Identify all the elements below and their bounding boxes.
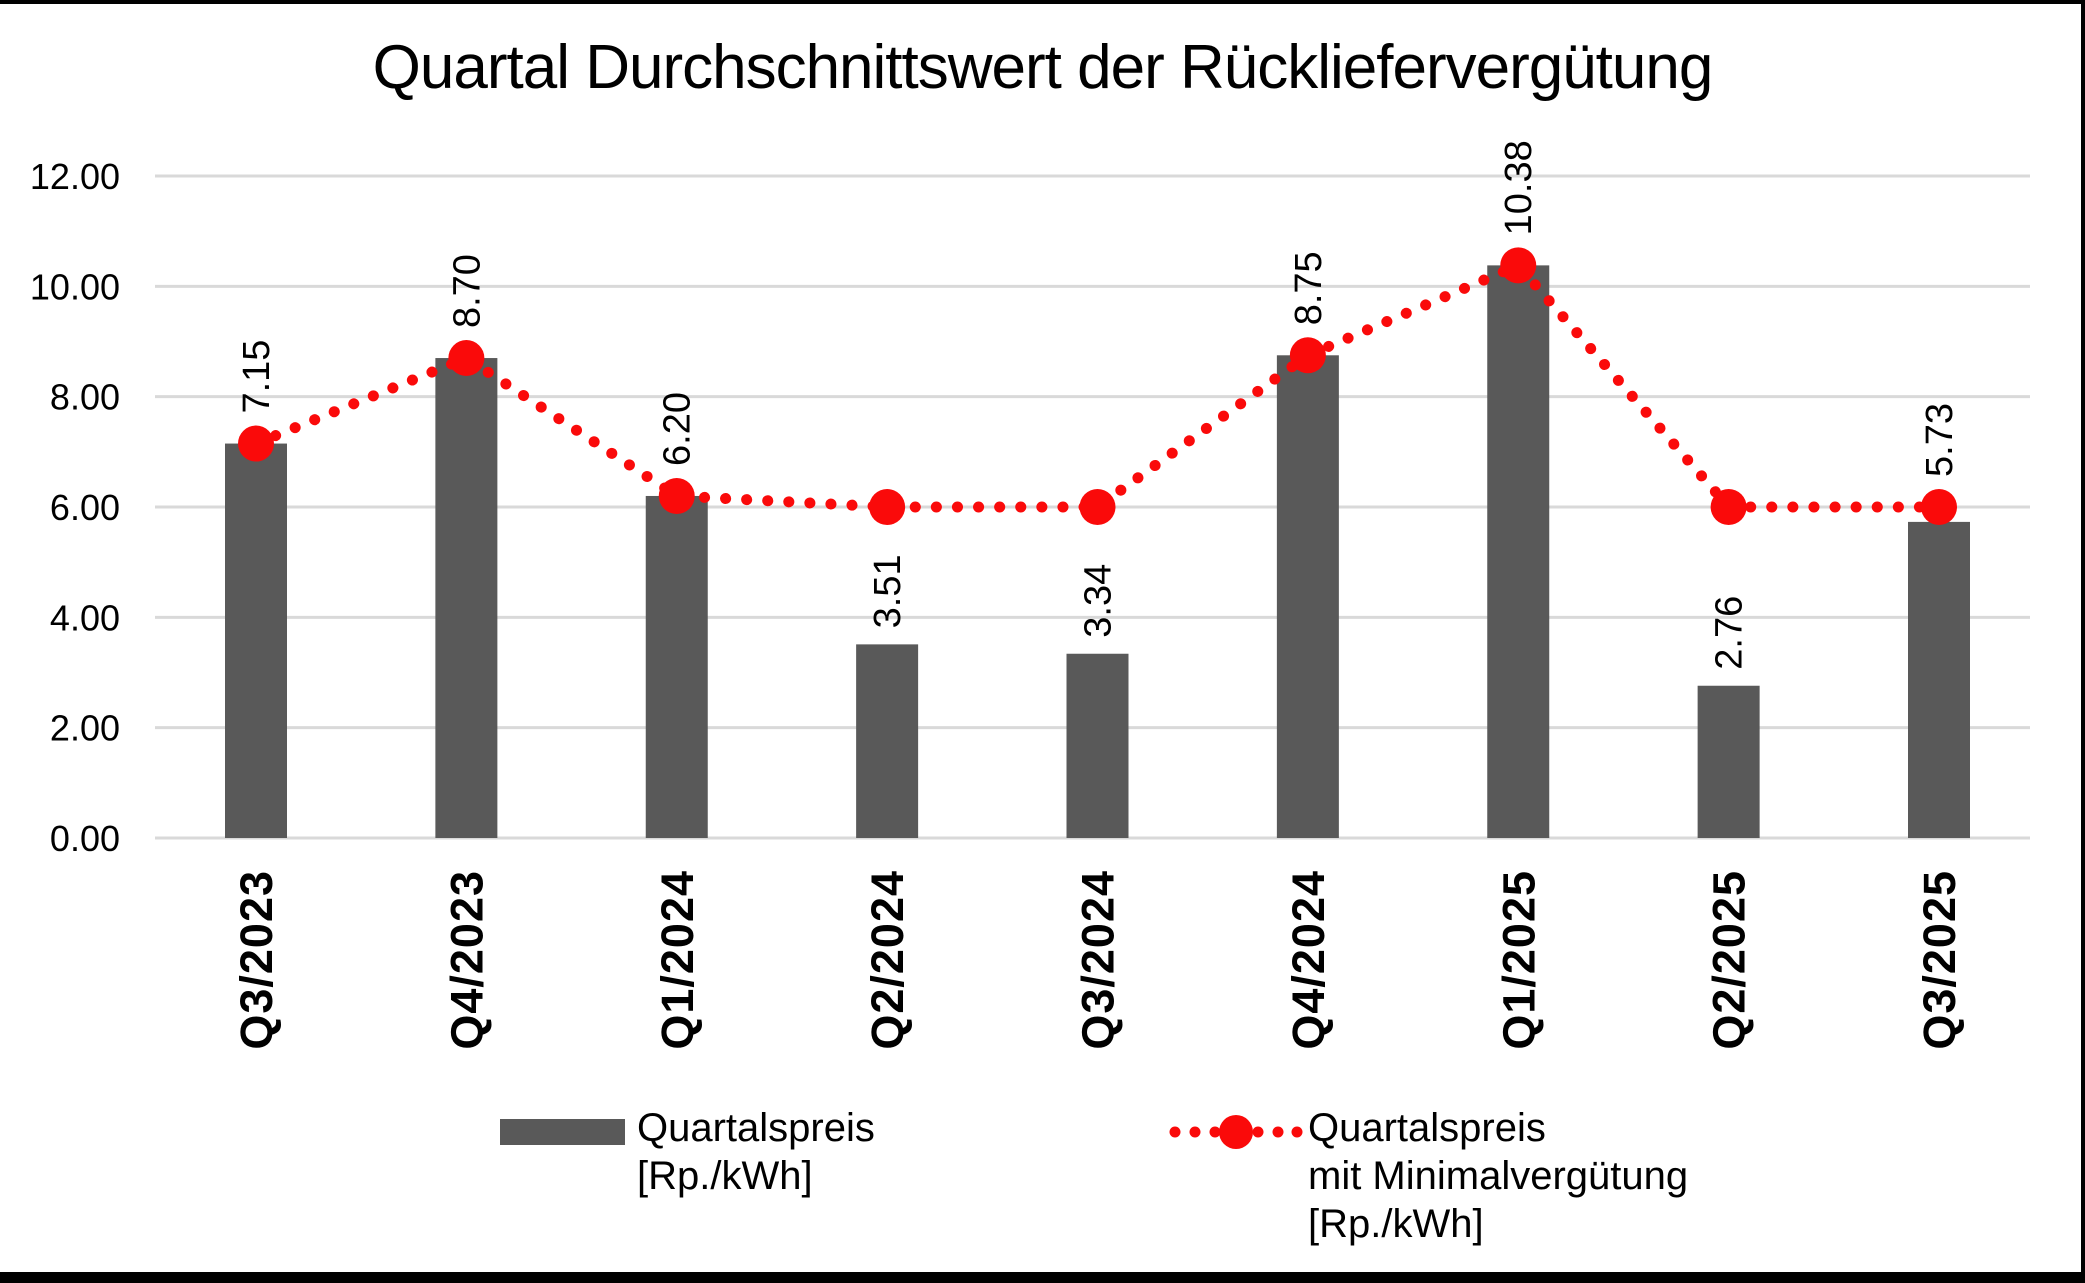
legend-line-label-line1: Quartalspreis xyxy=(1308,1106,1546,1150)
legend-bar-swatch xyxy=(500,1119,625,1145)
legend-marker-icon xyxy=(1219,1115,1253,1149)
legend-line-label-line3: [Rp./kWh] xyxy=(1308,1202,1484,1246)
line-marker xyxy=(658,477,695,514)
y-tick-label: 10.00 xyxy=(30,266,120,307)
bar xyxy=(856,644,919,838)
x-tick-label: Q3/2024 xyxy=(1073,870,1124,1050)
bar xyxy=(1908,521,1970,838)
bar xyxy=(1066,653,1129,838)
legend-dot-icon xyxy=(1272,1126,1284,1138)
y-tick-label: 2.00 xyxy=(50,708,120,749)
top-border xyxy=(0,0,2085,4)
x-tick-label: Q4/2023 xyxy=(441,870,492,1050)
y-tick-label: 0.00 xyxy=(50,818,120,859)
bar xyxy=(435,358,498,838)
x-tick-label: Q1/2025 xyxy=(1493,870,1544,1050)
line-marker xyxy=(1289,337,1326,374)
bar-value-label: 10.38 xyxy=(1498,140,1540,235)
line-marker xyxy=(1921,488,1957,525)
line-marker xyxy=(1710,488,1747,525)
legend-line-label-line2: mit Minimalvergütung xyxy=(1308,1154,1689,1198)
bar-value-label: 6.20 xyxy=(657,392,699,466)
x-tick-label: Q1/2024 xyxy=(652,870,703,1050)
bar-value-label: 2.76 xyxy=(1709,596,1751,670)
line-marker xyxy=(238,425,274,462)
y-tick-label: 6.00 xyxy=(50,487,120,528)
line-marker xyxy=(1500,247,1537,284)
bar-value-label: 3.34 xyxy=(1078,564,1120,638)
y-tick-label: 12.00 xyxy=(30,156,120,197)
x-tick-label: Q3/2023 xyxy=(231,870,282,1050)
legend-line-swatch xyxy=(1169,1115,1303,1149)
y-tick-label: 4.00 xyxy=(50,597,120,638)
y-tick-label: 8.00 xyxy=(50,377,120,418)
x-tick-label: Q3/2025 xyxy=(1914,870,1965,1050)
bar xyxy=(1697,685,1760,838)
legend-line-label: Quartalspreis mit Minimalvergütung [Rp./… xyxy=(1308,1104,1688,1248)
legend-dot-icon xyxy=(1291,1126,1303,1138)
legend-dot-icon xyxy=(1252,1126,1264,1138)
line-marker xyxy=(869,488,906,525)
bar-value-label: 8.75 xyxy=(1288,251,1330,325)
bar-value-label: 3.51 xyxy=(867,554,909,628)
line-marker xyxy=(1079,488,1116,525)
bar xyxy=(645,495,708,838)
bar xyxy=(1487,265,1550,839)
legend-dot-icon xyxy=(1189,1126,1201,1138)
legend-dot-icon xyxy=(1169,1126,1181,1138)
bar xyxy=(225,443,287,838)
bar xyxy=(1276,355,1339,838)
x-tick-label: Q4/2024 xyxy=(1283,870,1334,1050)
x-tick-label: Q2/2024 xyxy=(862,870,913,1050)
line-marker xyxy=(448,340,485,377)
x-tick-label: Q2/2025 xyxy=(1704,870,1755,1050)
bottom-border xyxy=(0,1272,2085,1283)
legend-bar-label-line1: Quartalspreis xyxy=(637,1106,875,1150)
legend-bar-label-line2: [Rp./kWh] xyxy=(637,1154,813,1198)
legend-dot-icon xyxy=(1209,1126,1221,1138)
right-border xyxy=(2081,0,2085,1283)
bar-value-label: 5.73 xyxy=(1919,403,1961,477)
dotted-line-series xyxy=(250,258,1945,513)
bar-value-label: 8.70 xyxy=(446,254,488,328)
chart-title: Quartal Durchschnittswert der Rückliefer… xyxy=(372,33,1714,102)
legend-bar-label: Quartalspreis [Rp./kWh] xyxy=(637,1104,875,1200)
bar-value-label: 7.15 xyxy=(236,340,278,414)
